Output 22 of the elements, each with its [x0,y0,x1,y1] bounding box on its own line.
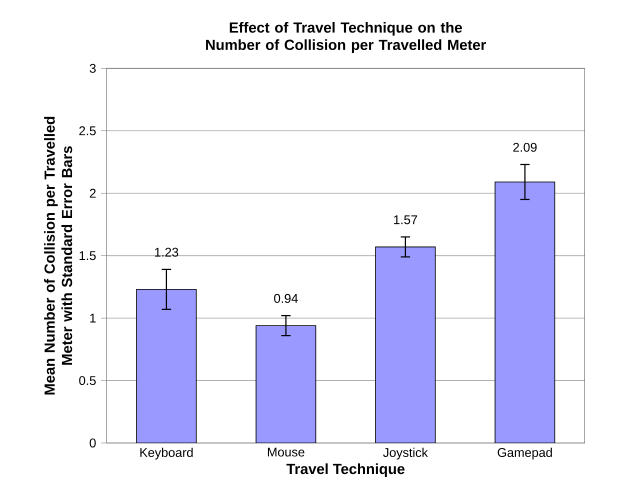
data-label: 2.09 [513,142,537,152]
x-axis-title: Travel Technique [286,463,405,477]
data-label: 1.23 [155,248,178,257]
y-axis-title: Mean Number of Collision per Travelled Meter with Standard Error Bars [44,116,72,394]
bar [494,182,556,443]
x-tick-label: Gamepad [498,448,552,460]
y-tick-label: 0 [90,438,96,448]
y-tick-label: 1.5 [80,251,96,260]
chart-title: Effect of Travel Technique on the Number of Collision per Travelled Meter [206,22,486,53]
x-tick-label: Joystick [383,448,428,460]
y-tick-label: 2 [90,188,96,198]
bar [375,246,436,443]
data-label: 1.57 [394,215,418,224]
x-tick-label: Keyboard [140,448,193,460]
y-tick-label: 0.5 [79,376,96,386]
bar [256,325,316,443]
y-tick-label: 1 [90,314,96,322]
y-tick-label: 2.5 [79,126,96,136]
y-tick-label: 3 [90,64,96,73]
x-tick-label: Mouse [268,448,304,457]
bar [136,288,197,443]
data-label: 0.94 [274,294,298,303]
